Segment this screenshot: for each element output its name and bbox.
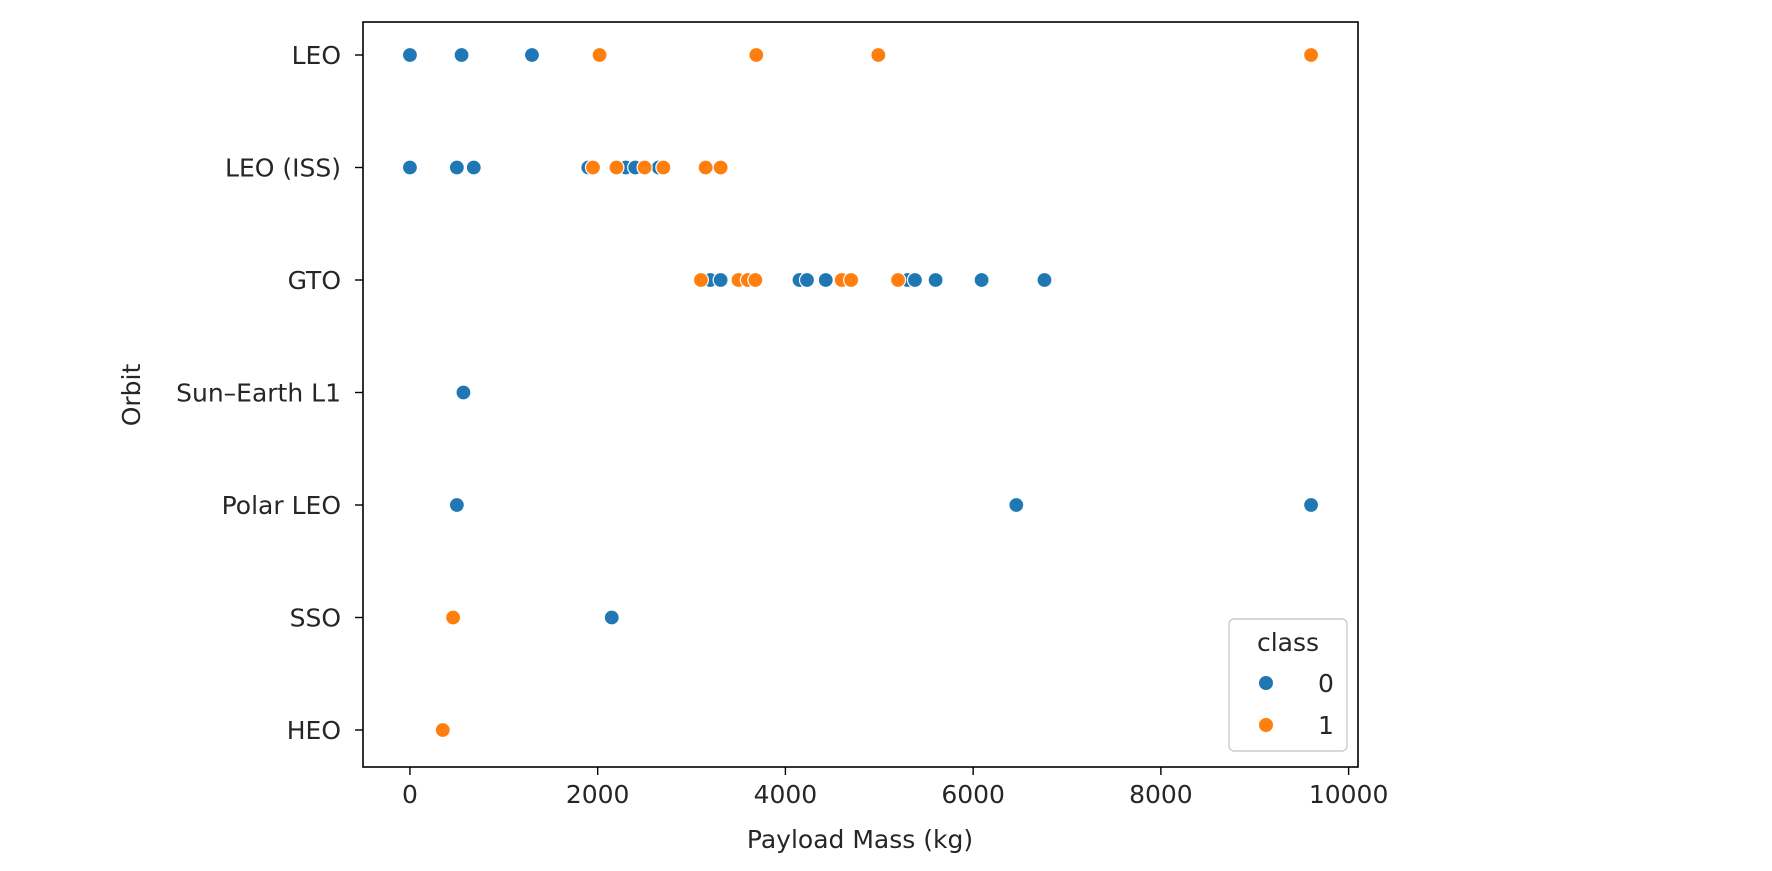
x-tick-label: 10000 [1309, 780, 1389, 809]
legend: class 0 1 [1228, 618, 1348, 752]
data-point-class-0 [523, 46, 541, 64]
data-point-class-0 [1008, 496, 1025, 514]
points-layer [401, 46, 1320, 739]
data-point-class-1 [608, 159, 625, 176]
x-tick-label: 4000 [754, 780, 818, 809]
legend-label-1: 1 [1318, 711, 1334, 740]
data-point-class-1 [748, 46, 765, 64]
data-point-class-0 [603, 609, 620, 626]
data-point-class-0 [401, 46, 419, 64]
x-tick-label: 6000 [941, 780, 1005, 809]
data-point-class-1 [591, 46, 608, 64]
data-point-class-0 [798, 271, 816, 289]
y-tick-label: Sun–Earth L1 [176, 379, 341, 408]
data-point-class-0 [455, 384, 472, 401]
x-axis-label: Payload Mass (kg) [747, 825, 973, 854]
data-point-class-0 [465, 159, 482, 176]
legend-marker-1 [1259, 718, 1273, 732]
data-point-class-0 [973, 271, 990, 289]
y-tick-label: LEO [292, 41, 341, 70]
legend-box [1228, 618, 1348, 752]
y-tick-label: LEO (ISS) [225, 154, 341, 183]
data-point-class-0 [448, 496, 465, 514]
data-point-class-1 [889, 271, 907, 289]
y-tick-label: HEO [287, 716, 341, 745]
data-point-class-0 [448, 159, 465, 176]
data-point-class-1 [584, 159, 602, 176]
legend-marker-0 [1259, 676, 1273, 690]
x-tick-label: 8000 [1129, 780, 1193, 809]
data-point-class-1 [712, 159, 729, 176]
plot-frame [362, 21, 1359, 768]
y-axis-label: Orbit [117, 364, 146, 427]
data-point-class-1 [692, 271, 710, 289]
data-point-class-1 [870, 46, 887, 64]
x-axis: 0 2000 4000 6000 8000 10000 [402, 767, 1388, 809]
data-point-class-1 [445, 609, 462, 626]
data-point-class-0 [401, 159, 419, 176]
x-tick-label: 0 [402, 780, 418, 809]
data-point-class-1 [697, 159, 714, 176]
data-point-class-0 [1302, 496, 1320, 514]
data-point-class-1 [1302, 46, 1320, 64]
data-point-class-1 [747, 271, 764, 289]
data-point-class-0 [906, 271, 924, 289]
x-tick-label: 2000 [566, 780, 630, 809]
legend-label-0: 0 [1318, 669, 1334, 698]
data-point-class-0 [927, 271, 944, 289]
data-point-class-1 [655, 159, 672, 176]
data-point-class-1 [434, 721, 451, 739]
legend-title: class [1257, 628, 1319, 657]
data-point-class-0 [453, 46, 470, 64]
y-axis: LEO LEO (ISS) GTO Sun–Earth L1 Polar LEO SSO H… [176, 41, 363, 745]
y-tick-label: Polar LEO [222, 491, 341, 520]
data-point-class-1 [843, 271, 860, 289]
y-tick-label: GTO [288, 266, 341, 295]
data-point-class-0 [817, 271, 834, 289]
y-tick-label: SSO [290, 604, 341, 633]
data-point-class-0 [1036, 271, 1053, 289]
data-point-class-0 [712, 271, 729, 289]
data-point-class-1 [636, 159, 653, 176]
